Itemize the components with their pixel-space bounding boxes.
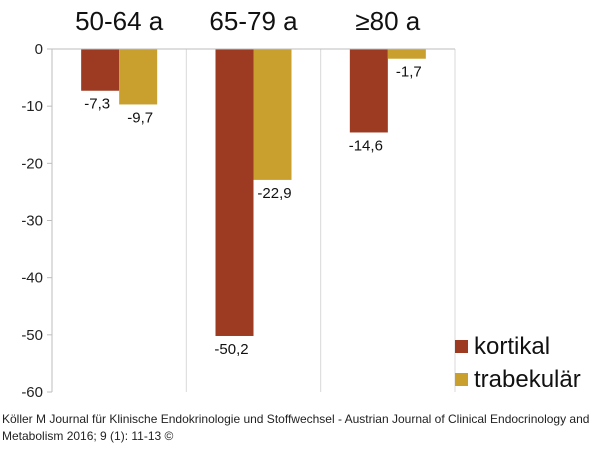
category-label: ≥80 a [355,6,420,36]
y-tick-label: -40 [21,270,43,287]
legend-swatch-trabekulär [455,373,468,386]
y-tick-label: -50 [21,327,43,344]
bar-trabekulär-2 [387,49,426,59]
category-label: 50-64 a [75,6,164,36]
bar-kortikal-0 [81,49,120,91]
bar-chart: 0 -10 -20 -30 -40 -50 -60 50-64 a 65-79 a ≥80 a -7… [21,6,581,401]
legend-label: kortikal [474,333,550,360]
bar-trabekulär-1 [253,49,292,180]
y-tick-label: -30 [21,213,43,230]
y-tick-label: -10 [21,98,43,115]
data-label: -1,7 [396,64,422,81]
y-tick-label: 0 [35,41,43,58]
data-label: -9,7 [127,109,153,126]
category-label: 65-79 a [209,6,298,36]
bar-kortikal-1 [215,49,254,336]
y-tick-label: -20 [21,155,43,172]
y-tick-label: -60 [21,384,43,401]
legend-label: trabekulär [474,366,581,393]
bar-kortikal-2 [349,49,388,133]
data-label: -14,6 [349,137,383,154]
data-label: -50,2 [214,341,248,358]
data-label: -22,9 [257,185,291,202]
bar-trabekulär-0 [119,49,158,105]
legend-swatch-kortikal [455,340,468,353]
citation-text: Köller M Journal für Klinische Endokrino… [2,412,590,443]
data-label: -7,3 [84,96,110,113]
